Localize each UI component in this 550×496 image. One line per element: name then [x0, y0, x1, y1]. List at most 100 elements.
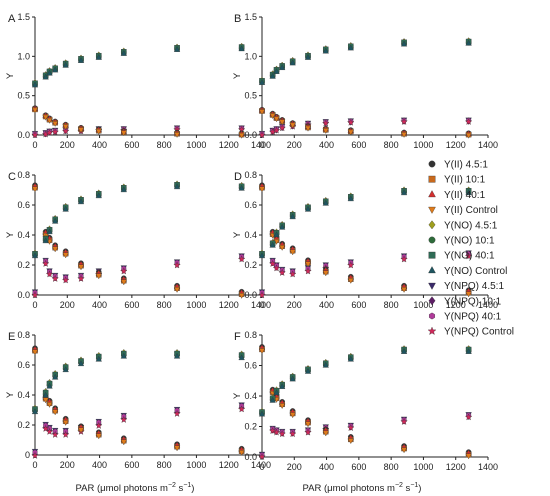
data-point-no [31, 252, 39, 259]
data-point-ii [269, 113, 276, 119]
panels: AY0.00.51.01.50 200 400 600 800 1000 1200 1400B… [5, 12, 498, 472]
y-tick-label: 1.5 [244, 12, 257, 22]
data-point-ii [173, 445, 181, 452]
data-point-ii [279, 245, 286, 251]
x-tick-label: 1200 [219, 460, 239, 470]
y-tick-label: 0.8 [244, 170, 257, 180]
data-point-no [269, 396, 276, 403]
y-tick-label: 0.2 [244, 260, 257, 270]
data-point-no [465, 39, 472, 46]
legend-marker [427, 326, 437, 335]
x-tick-label: 1400 [478, 300, 498, 310]
x-tick-label: 200 [60, 460, 75, 470]
data-point-no [258, 252, 266, 259]
y-tick-label: 0.6 [17, 360, 30, 370]
x-tick-label: 400 [319, 300, 334, 310]
data-point-npq [347, 118, 355, 126]
x-tick-label: 1000 [413, 462, 433, 472]
data-point-no [273, 389, 280, 396]
data-point-npq [95, 421, 103, 429]
data-point-ii [279, 403, 286, 409]
data-point-npq [258, 291, 266, 299]
x-tick-label: 1000 [413, 300, 433, 310]
axis-lines [34, 335, 261, 456]
legend-item: Y(NO) 40:1 [428, 251, 495, 262]
legend-item: Y(NPQ) 10:1 [428, 296, 502, 307]
data-point-ii [31, 186, 39, 193]
x-tick-label: 800 [157, 300, 172, 310]
x-tick-label: 200 [287, 462, 302, 472]
data-point-no [273, 68, 280, 74]
legend-item: Y(NO) 4.5:1 [428, 220, 498, 231]
panel-f: F Y 0.0 0.2 0.4 0.6 0.8 0 200 400 600 800 1000 1200 14… [232, 330, 498, 472]
y-tick-label: 0.0 [17, 290, 30, 300]
legend-item: Y(II) 4.5:1 [428, 160, 488, 171]
data-point-ii [46, 402, 53, 408]
x-tick-label: 1000 [186, 460, 206, 470]
data-point-npq [258, 452, 266, 460]
legend-label: Y(II) 40:1 [444, 190, 486, 201]
data-point-ii [322, 128, 329, 134]
x-tick-label: 0 [32, 140, 37, 150]
x-tick-label: 600 [351, 462, 366, 472]
data-point-npq [237, 405, 246, 413]
data-point-no [46, 228, 53, 235]
data-point-ii [173, 132, 181, 138]
legend-label: Y(II) Control [444, 205, 498, 216]
data-point-ii [238, 293, 245, 299]
data-point-npq [173, 409, 181, 417]
data-point-no [46, 382, 53, 389]
data-point-no [289, 213, 296, 220]
y-tick-label: 0.8 [244, 330, 257, 340]
data-point-npq [173, 261, 181, 269]
data-point-ii [52, 121, 59, 127]
data-point-npq [347, 423, 355, 432]
data-point-ii [258, 348, 266, 355]
data-point-npq [322, 119, 330, 127]
legend-label: Y(NO) 40:1 [444, 251, 495, 262]
data-point-ii [289, 412, 296, 419]
y-tick-label: 0.4 [17, 230, 30, 240]
x-tick-label: 600 [351, 140, 366, 150]
legend-marker [428, 296, 436, 306]
y-tick-label: 0.0 [17, 130, 30, 140]
data-point-no [120, 186, 127, 193]
panel-label-c: C [8, 171, 16, 183]
data-point-no [62, 205, 69, 212]
y-axis-label: Y [232, 392, 243, 399]
data-point-ii [347, 438, 354, 445]
data-point-no [95, 54, 102, 60]
data-point-no [120, 352, 127, 359]
axis-lines [261, 17, 488, 136]
data-point-ii [62, 252, 69, 259]
data-point-ii [46, 117, 53, 124]
x-tick-label: 600 [124, 140, 139, 150]
y-tick-label: 0.2 [17, 260, 30, 270]
x-tick-label: 400 [92, 300, 107, 310]
data-point-npq [288, 270, 297, 278]
data-point-npq [61, 430, 70, 438]
data-point-ii [173, 287, 181, 293]
data-point-ii [77, 264, 85, 271]
data-point-no [289, 375, 296, 382]
legend: Y(II) 4.5:1 Y(II) 10:1 Y(II) 40:1 Y(II) Con… [427, 160, 514, 338]
data-point-no [347, 44, 354, 51]
legend-item: Y(NPQ) Control [427, 326, 514, 338]
y-tick-label: 0.6 [17, 200, 30, 210]
axis-lines [261, 335, 488, 458]
y-tick-label: 0.0 [244, 452, 257, 462]
x-tick-label: 1000 [186, 140, 206, 150]
data-point-npq [51, 128, 59, 136]
data-point-no [465, 348, 472, 354]
data-point-npq [61, 276, 70, 284]
legend-item: Y(NO) Control [428, 266, 507, 277]
data-point-no [46, 69, 53, 76]
axis-lines [34, 17, 261, 136]
data-point-no [258, 410, 266, 417]
panel-b: B Y 0.0 0.5 1.0 1.5 0 200 400 600 800 1000 1200 1400 [232, 12, 498, 150]
y-tick-label: 0.6 [244, 361, 257, 371]
data-point-npq [272, 264, 281, 272]
data-point-ii [258, 109, 266, 116]
x-tick-label: 1400 [251, 140, 271, 150]
legend-label: Y(II) 4.5:1 [444, 160, 488, 171]
